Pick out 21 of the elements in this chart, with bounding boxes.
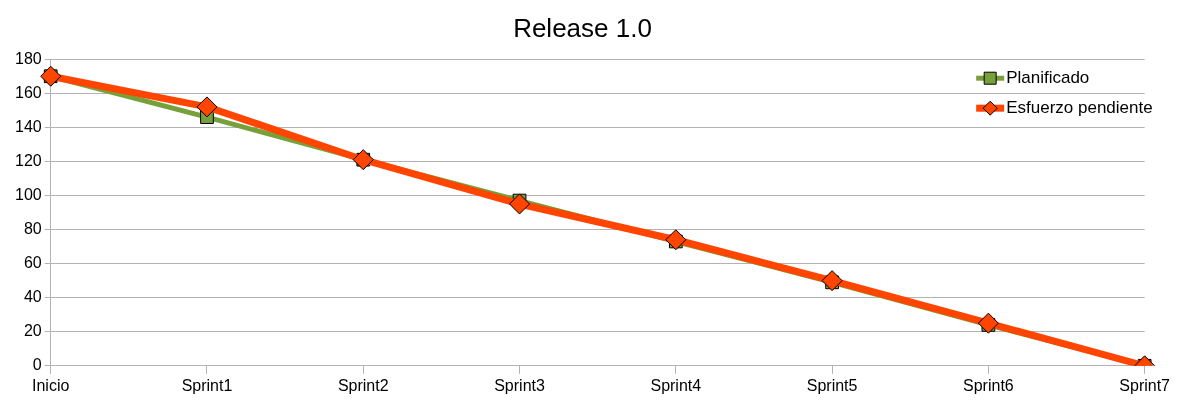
x-tick-label: Sprint1: [181, 376, 233, 394]
x-tick-label: Sprint5: [806, 376, 858, 394]
y-tick-label: 180: [14, 49, 42, 67]
y-tick-label: 140: [14, 117, 42, 135]
x-tick-label: Sprint6: [963, 376, 1014, 394]
y-tick-label: 160: [14, 83, 42, 101]
chart-title: Release 1.0: [513, 12, 652, 43]
x-tick-label: Sprint2: [337, 376, 389, 394]
y-tick-label: 40: [23, 288, 42, 306]
y-tick-label: 120: [14, 151, 42, 169]
legend-label: Esfuerzo pendiente: [1006, 97, 1153, 117]
y-tick-label: 100: [14, 185, 42, 203]
x-tick-label: Sprint3: [494, 376, 545, 394]
y-tick-label: 60: [23, 254, 42, 272]
x-tick-label: Sprint4: [650, 376, 702, 394]
x-tick-label: Sprint7: [1119, 376, 1171, 394]
legend-label: Planificado: [1006, 67, 1090, 87]
x-tick-label: Inicio: [32, 376, 70, 394]
y-tick-label: 0: [32, 356, 42, 374]
y-tick-label: 80: [23, 219, 42, 237]
y-tick-label: 20: [23, 322, 42, 340]
